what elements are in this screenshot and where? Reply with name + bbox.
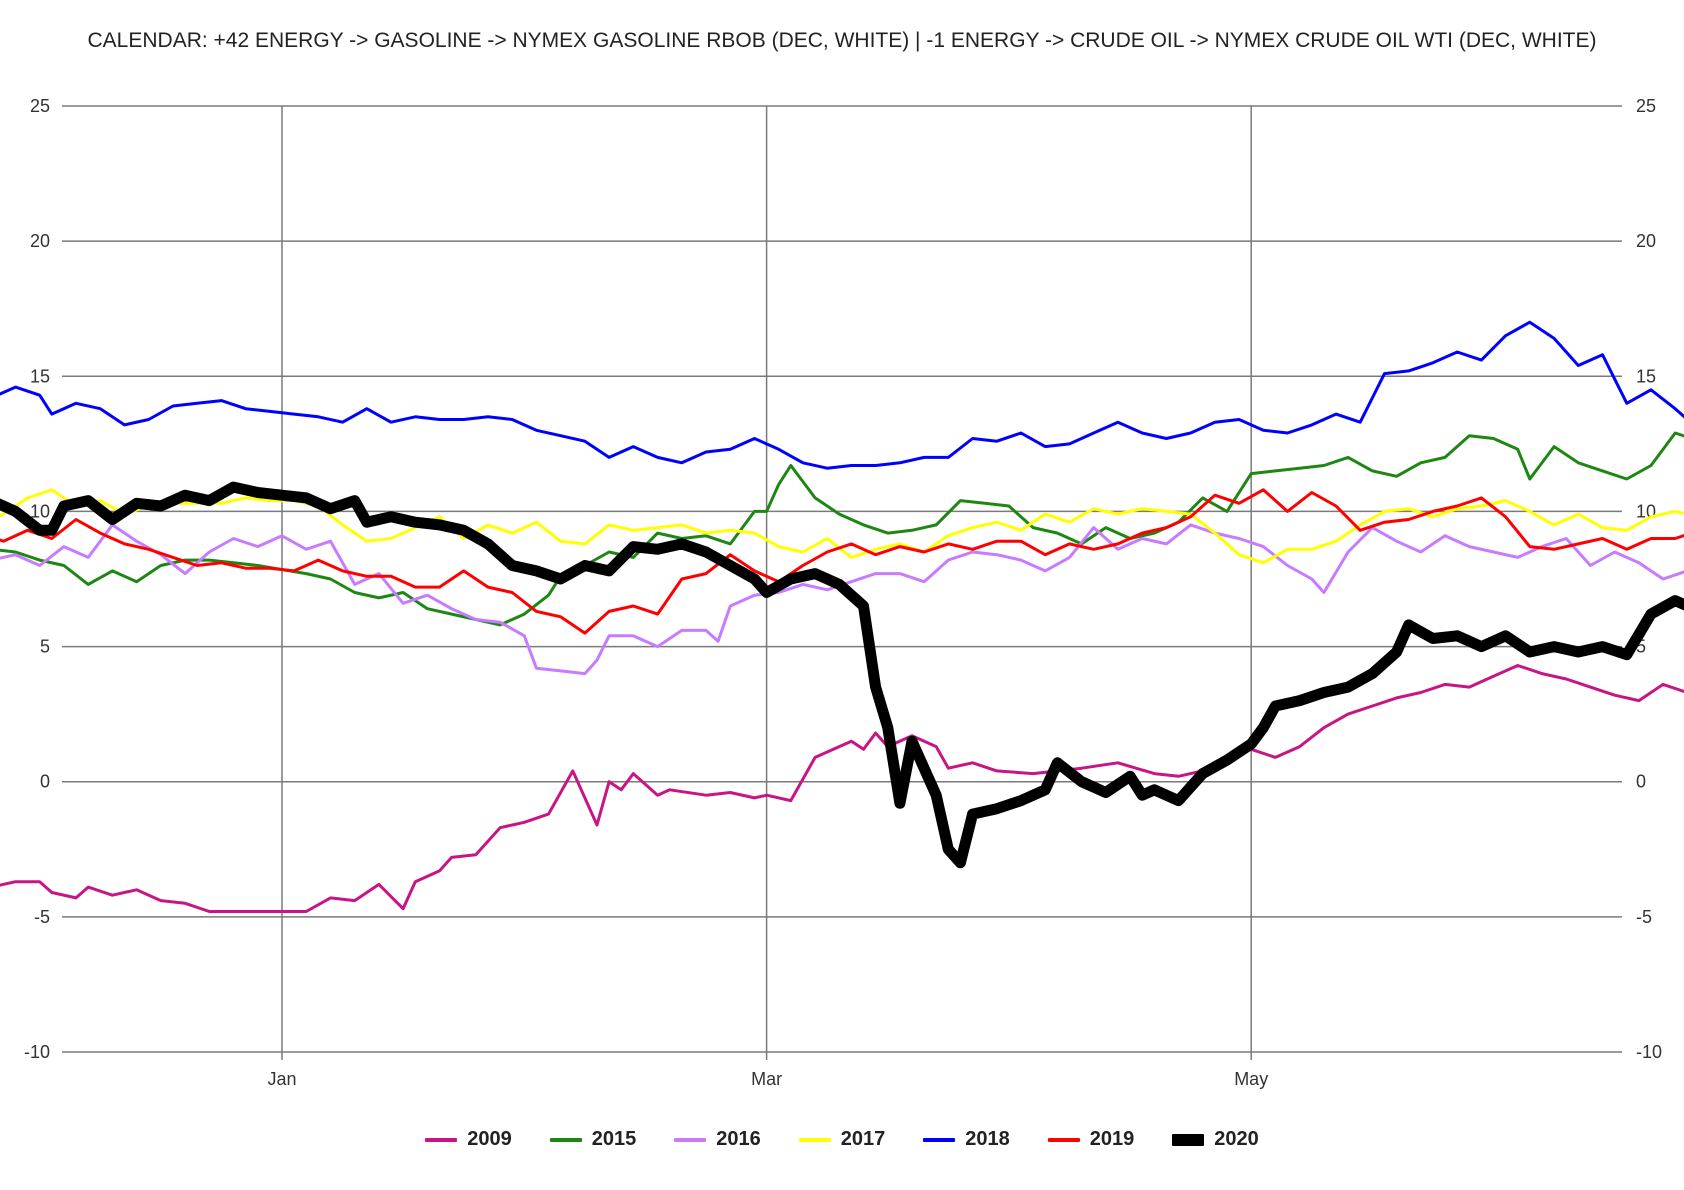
legend-swatch: [1047, 1137, 1080, 1142]
legend-label: 2018: [965, 1128, 1010, 1150]
legend-item-2015: 2015: [549, 1128, 637, 1151]
y-tick-label: -5: [34, 907, 50, 927]
chart-legend: 2009 2015 2016 2017 2018 2019 2020: [0, 1128, 1684, 1151]
legend-item-2019: 2019: [1047, 1128, 1135, 1151]
legend-label: 2019: [1089, 1128, 1135, 1150]
legend-label: 2017: [840, 1128, 886, 1150]
x-axis: JanMarMayJulSepNov: [267, 1069, 1268, 1089]
series-line-2019: [0, 488, 1684, 635]
legend-swatch: [674, 1137, 707, 1142]
y-tick-label: 25: [30, 96, 50, 116]
y-tick-label: 15: [1636, 366, 1656, 386]
legend-swatch: [1172, 1133, 1205, 1146]
y-tick-label: 0: [40, 772, 50, 792]
legend-label: 2016: [716, 1128, 761, 1150]
chart-title: CALENDAR: +42 ENERGY -> GASOLINE -> NYME…: [87, 29, 1597, 52]
y-tick-label: 20: [1636, 231, 1656, 251]
chart-grid: [62, 105, 1622, 1060]
x-tick-label: Mar: [751, 1069, 782, 1089]
y-tick-label: 10: [30, 501, 50, 521]
y-tick-label: 0: [1636, 772, 1646, 792]
y-tick-label: -10: [1636, 1042, 1662, 1062]
legend-label: 2015: [591, 1128, 637, 1150]
y-axis-left: -10 -5 0 5 10 15 20 25: [24, 96, 50, 1062]
y-tick-label: 20: [30, 231, 50, 251]
y-tick-label: -5: [1636, 907, 1652, 927]
y-tick-label: 15: [30, 366, 50, 386]
legend-label: 2009: [467, 1128, 512, 1150]
series-line-2020: [0, 481, 1684, 869]
legend-label: 2020: [1214, 1128, 1259, 1150]
legend-item-2009: 2009: [425, 1128, 512, 1151]
y-tick-label: -10: [24, 1042, 50, 1062]
series-lines: [0, 320, 1684, 913]
y-tick-label: 5: [40, 637, 50, 657]
legend-swatch: [425, 1137, 458, 1142]
legend-swatch: [798, 1137, 831, 1142]
series-line-2018: [0, 320, 1684, 470]
x-tick-label: May: [1234, 1069, 1268, 1089]
series-line-2016: [0, 523, 1684, 676]
legend-item-2020: 2020: [1172, 1128, 1259, 1151]
series-line-2009: [0, 664, 1684, 913]
y-tick-label: 5: [1636, 637, 1646, 657]
legend-swatch: [923, 1137, 956, 1142]
legend-swatch: [549, 1137, 582, 1142]
y-tick-label: 25: [1636, 96, 1656, 116]
legend-item-2016: 2016: [674, 1128, 761, 1151]
legend-item-2017: 2017: [798, 1128, 886, 1151]
x-tick-label: Jan: [267, 1069, 296, 1089]
legend-item-2018: 2018: [923, 1128, 1010, 1151]
